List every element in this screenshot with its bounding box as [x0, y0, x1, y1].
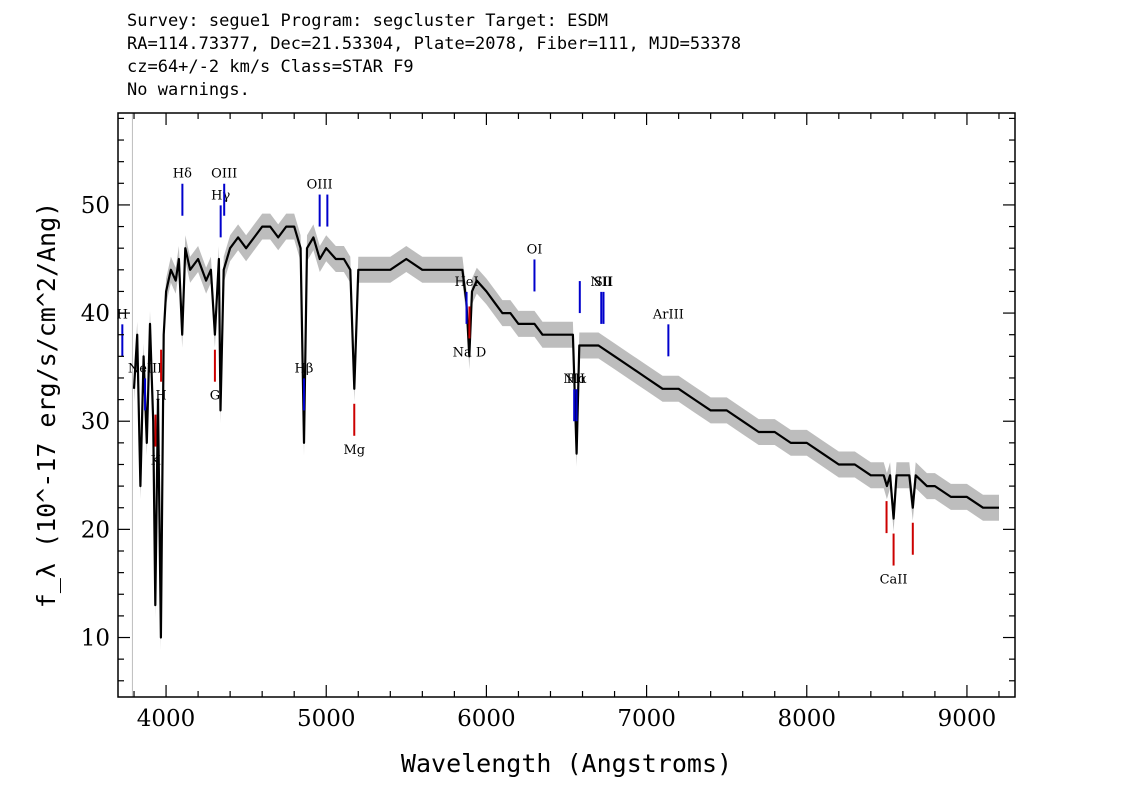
flux-error-band [134, 213, 999, 651]
y-tick-label: 40 [81, 301, 110, 327]
emission-line-label: SII [594, 275, 613, 290]
y-tick-label: 50 [81, 193, 110, 219]
y-axis-title: f_λ (10^-17 erg/s/cm^2/Ang) [32, 202, 61, 608]
x-tick-label: 4000 [137, 706, 196, 732]
emission-line-label: OIII [307, 178, 333, 193]
emission-line-label: Hγ [211, 188, 230, 203]
flux-series-line [132, 225, 999, 639]
emission-line-label: OIII [211, 167, 237, 182]
y-tick-label: 30 [81, 409, 110, 435]
header-coordinates-line: RA=114.73377, Dec=21.53304, Plate=2078, … [127, 34, 742, 54]
flux-error-band-shape [134, 213, 999, 651]
spectrum-header: Survey: segue1 Program: segcluster Targe… [127, 10, 927, 102]
x-axis: 4000 5000 6000 7000 8000 9000 [133, 113, 1000, 732]
emission-line-label: HeI [454, 275, 478, 290]
emission-line-label: OI [527, 242, 543, 257]
x-axis-title: Wavelength (Angstroms) [401, 749, 732, 778]
emission-line-label: NeIII [128, 361, 162, 376]
x-tick-label: 6000 [457, 706, 516, 732]
emission-line-label: Hα [567, 372, 587, 387]
absorption-line-label: K [151, 454, 161, 469]
spectral-line-markers: HNeIIIHδHγOIIIHβOIIIHeIOINIIHαNIISIIArII… [117, 167, 914, 588]
y-tick-label: 20 [81, 517, 110, 543]
absorption-line-label: H [155, 389, 166, 404]
x-tick-label: 8000 [777, 706, 836, 732]
y-axis: 10 20 30 40 50 [81, 117, 1015, 682]
emission-line-label: NII [590, 275, 612, 290]
x-tick-label: 5000 [297, 706, 356, 732]
plot-frame [117, 112, 1016, 698]
emission-line-label: H [117, 307, 128, 322]
header-warnings-line: No warnings. [127, 80, 250, 100]
x-tick-label: 7000 [617, 706, 676, 732]
emission-line-label: NII [563, 372, 585, 387]
x-tick-label: 9000 [938, 706, 997, 732]
header-class-line: cz=64+/-2 km/s Class=STAR F9 [127, 57, 414, 77]
header-survey-line: Survey: segue1 Program: segcluster Targe… [127, 11, 609, 31]
absorption-line-label: Mg [343, 443, 365, 458]
emission-line-label: ArIII [652, 307, 684, 322]
absorption-line-label: G [210, 389, 220, 404]
y-tick-label: 10 [81, 626, 110, 652]
absorption-line-label: CaII [880, 573, 908, 588]
emission-line-label: Hδ [173, 167, 192, 182]
emission-line-label: Hβ [295, 361, 314, 376]
absorption-line-label: Na D [453, 345, 487, 360]
flux-line [132, 225, 999, 639]
